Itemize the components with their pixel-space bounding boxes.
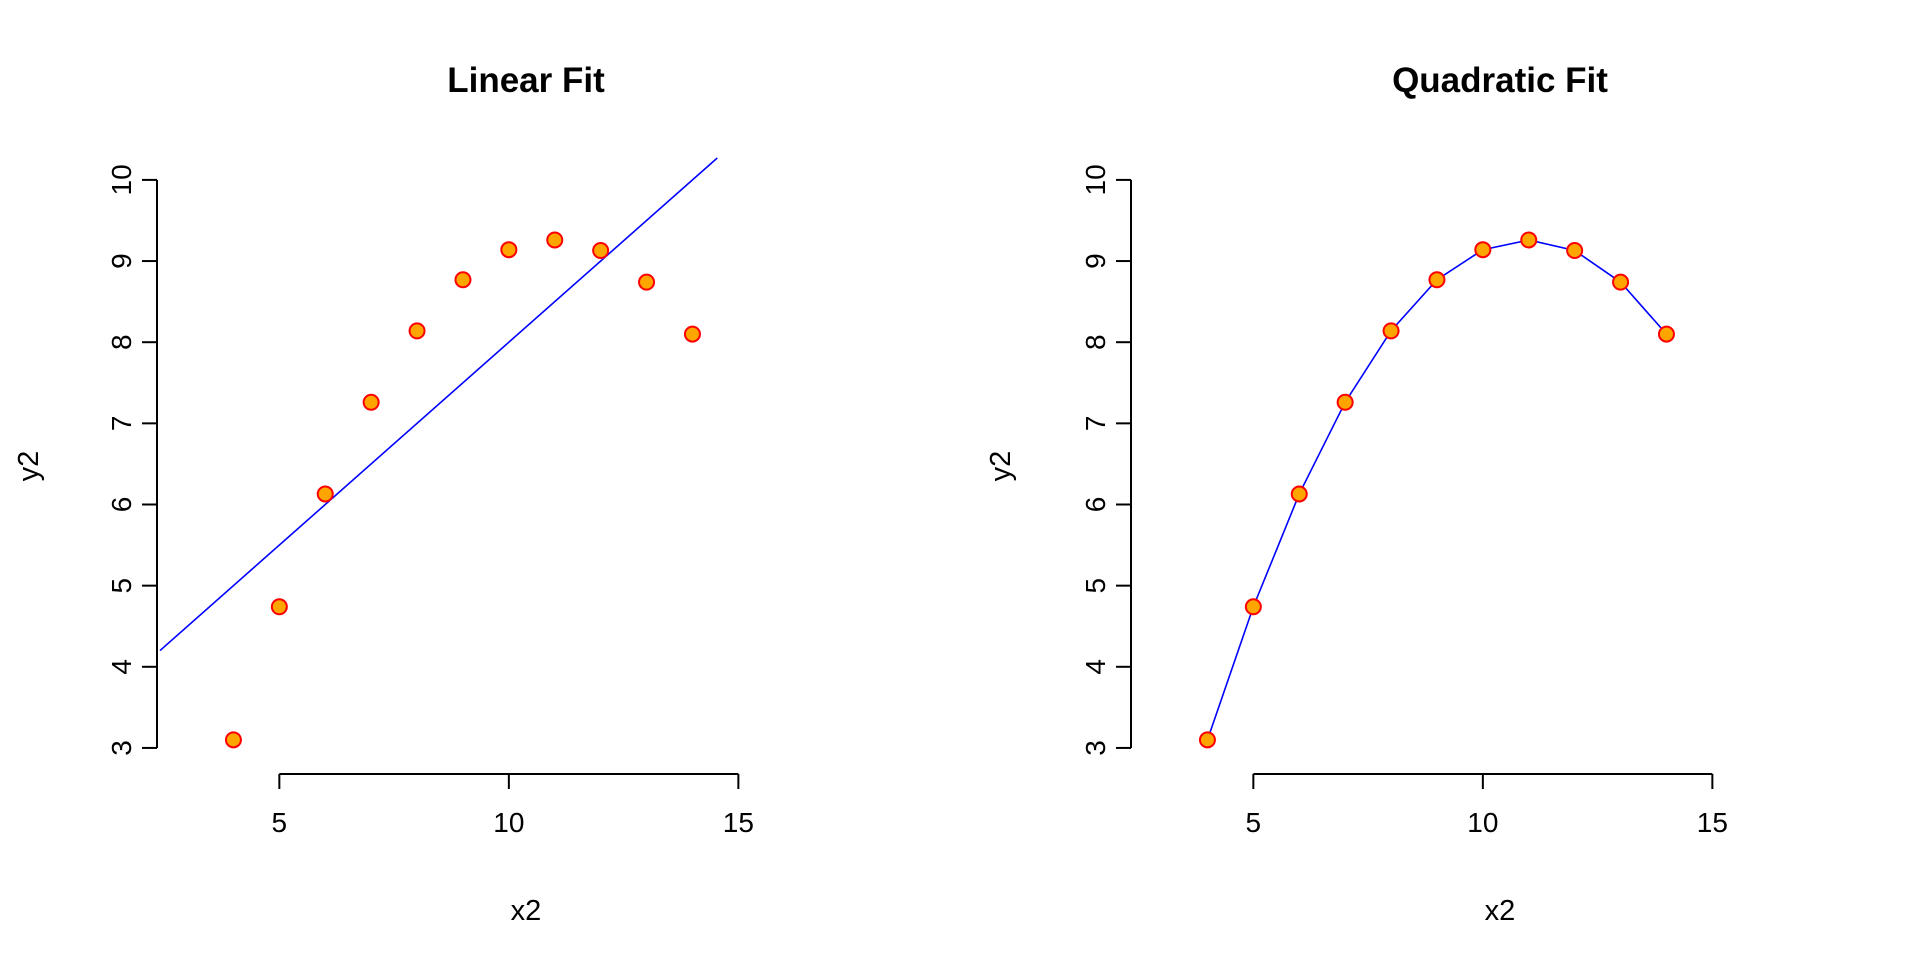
- panel-quadratic-fit: Quadratic Fit x2 y2 3 4 5 6 7 8 9 10 5 10 15: [985, 61, 1728, 927]
- chart-title: Linear Fit: [447, 61, 605, 100]
- y-tick-label: 7: [1080, 416, 1111, 432]
- y-tick-label: 8: [1080, 334, 1111, 350]
- chart-title: Quadratic Fit: [1392, 61, 1608, 100]
- y-tick-label: 7: [106, 416, 137, 432]
- data-point: [592, 242, 610, 260]
- data-point: [1198, 731, 1216, 749]
- data-point: [1657, 325, 1675, 343]
- panel-linear-fit: Linear Fit x2 y2 3 4 5 6 7 8 9 10 5 10 15: [13, 61, 754, 927]
- axes: 3 4 5 6 7 8 9 10 5 10 15: [106, 164, 754, 838]
- data-point: [1428, 271, 1446, 289]
- x-tick-label: 10: [1467, 807, 1498, 838]
- points-layer: [224, 231, 701, 749]
- fit-layer: [159, 157, 718, 652]
- data-point: [1566, 242, 1584, 260]
- x-tick-label: 5: [1246, 807, 1262, 838]
- data-point: [1336, 393, 1354, 411]
- y-axis-label: y2: [13, 451, 45, 482]
- data-point: [1612, 273, 1630, 291]
- data-point: [683, 325, 701, 343]
- y-tick-label: 6: [106, 497, 137, 513]
- y-tick-label: 3: [106, 740, 137, 756]
- data-point: [1520, 231, 1538, 249]
- y-axis-label: y2: [985, 451, 1017, 482]
- data-point: [270, 598, 288, 616]
- data-point: [1244, 598, 1262, 616]
- data-point: [1290, 485, 1308, 503]
- y-tick-label: 9: [106, 253, 137, 269]
- y-tick-label: 8: [106, 334, 137, 350]
- fit-layer: [1206, 239, 1668, 741]
- y-tick-label: 10: [106, 164, 137, 195]
- x-tick-label: 10: [493, 807, 524, 838]
- y-tick-label: 3: [1080, 740, 1111, 756]
- data-point: [546, 231, 564, 249]
- x-tick-label: 15: [1697, 807, 1728, 838]
- data-point: [454, 271, 472, 289]
- linear-fit-line: [159, 157, 718, 652]
- y-tick-label: 5: [1080, 578, 1111, 594]
- y-tick-label: 4: [106, 659, 137, 675]
- data-point: [638, 273, 656, 291]
- data-point: [1382, 322, 1400, 340]
- x-axis-label: x2: [1485, 895, 1516, 927]
- x-tick-label: 5: [272, 807, 288, 838]
- axes: 3 4 5 6 7 8 9 10 5 10 15: [1080, 164, 1728, 838]
- x-axis-label: x2: [511, 895, 542, 927]
- data-point: [1474, 241, 1492, 259]
- data-point: [316, 485, 334, 503]
- x-tick-label: 15: [723, 807, 754, 838]
- y-tick-label: 4: [1080, 659, 1111, 675]
- data-point: [408, 322, 426, 340]
- data-point: [224, 731, 242, 749]
- y-tick-label: 6: [1080, 497, 1111, 513]
- quadratic-fit-curve: [1206, 239, 1668, 741]
- y-tick-label: 10: [1080, 164, 1111, 195]
- data-point: [362, 393, 380, 411]
- points-layer: [1198, 231, 1675, 749]
- y-tick-label: 5: [106, 578, 137, 594]
- y-tick-label: 9: [1080, 253, 1111, 269]
- data-point: [500, 241, 518, 259]
